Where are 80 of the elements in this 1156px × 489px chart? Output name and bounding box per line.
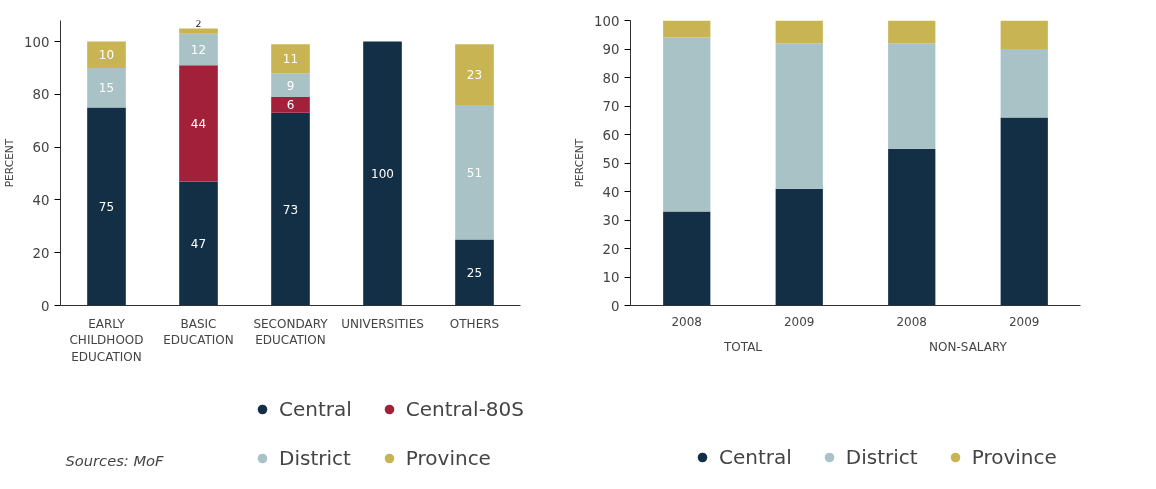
y-tick-label: 0: [611, 298, 620, 314]
y-tick-label: 30: [602, 213, 620, 228]
legend-label: Central: [279, 397, 352, 421]
y-tick-label: 90: [602, 42, 620, 57]
legend-label: Central: [719, 445, 792, 469]
data-label: 51: [466, 165, 483, 180]
y-tick-label: 70: [602, 99, 620, 114]
source-note: Sources: MoF: [65, 451, 164, 469]
x-tick-label: OTHERS: [449, 316, 500, 331]
bar: [455, 239, 494, 306]
bar: [179, 65, 218, 182]
x-tick-label: 2008: [896, 314, 928, 329]
bar: [179, 28, 218, 34]
bar: [663, 37, 711, 212]
y-tick-label: 60: [602, 127, 620, 143]
data-label: 75: [98, 200, 115, 215]
legend-label: District: [279, 446, 351, 470]
y-tick-label: 20: [602, 241, 620, 257]
bar: [87, 68, 126, 108]
bar: [888, 43, 936, 149]
bar: [888, 20, 936, 44]
y-tick-label: 80: [602, 70, 620, 86]
y-tick-label: 20: [32, 245, 50, 261]
y-axis-title: PERCENT: [573, 138, 587, 188]
x-tick-label: 2009: [783, 314, 815, 329]
bar: [271, 97, 310, 113]
data-label: 47: [190, 236, 207, 251]
y-tick-label: 100: [594, 13, 620, 29]
data-label: 11: [282, 52, 299, 67]
x-tick-label: SECONDARY EDUCATION: [253, 316, 329, 348]
data-label: 100: [371, 167, 394, 182]
data-label: 25: [466, 266, 483, 281]
bar: [271, 73, 310, 98]
bar: [888, 148, 936, 306]
data-label: 23: [466, 68, 483, 83]
bar: [775, 43, 823, 189]
x-tick-label: BASIC EDUCATION: [163, 316, 234, 348]
legend-label: Province: [405, 446, 491, 470]
bar: [271, 112, 310, 306]
data-label: 44: [190, 116, 207, 131]
bar: [455, 104, 494, 240]
bar: [1000, 117, 1048, 306]
x-tick-label: UNIVERSITIES: [341, 316, 424, 331]
legend-label: Province: [971, 445, 1057, 469]
bar: [455, 44, 494, 105]
text: NON-SALARY: [929, 339, 1008, 354]
y-tick-label: 100: [24, 34, 50, 50]
data-label: 10: [98, 48, 115, 63]
data-label: 12: [190, 43, 207, 58]
bar: [775, 20, 823, 44]
bar: [663, 211, 711, 306]
data-label: 9: [286, 78, 295, 93]
y-tick-label: 40: [602, 184, 620, 200]
data-label: 6: [286, 98, 295, 113]
legend-label: District: [845, 445, 918, 469]
bar: [271, 44, 310, 74]
y-tick-label: 60: [32, 140, 50, 156]
bar: [1000, 20, 1048, 49]
bar: [1000, 49, 1048, 118]
x-tick-label: 2009: [1008, 314, 1040, 329]
x-tick-label: EARLY CHILDHOOD EDUCATION: [69, 316, 144, 365]
bar: [179, 181, 218, 306]
y-tick-label: 50: [602, 156, 620, 171]
y-axis-title: PERCENT: [3, 138, 17, 188]
x-tick-label: 2008: [671, 314, 703, 329]
y-tick-label: 0: [41, 298, 50, 314]
y-tick-label: 80: [32, 87, 50, 103]
bar: [179, 33, 218, 66]
bar: [87, 107, 126, 306]
data-label: 2: [195, 18, 202, 30]
bar: [363, 41, 402, 306]
bar: [87, 41, 126, 68]
bar: [663, 20, 711, 38]
bar: [775, 188, 823, 306]
y-tick-label: 10: [602, 270, 620, 285]
y-tick-label: 40: [32, 192, 50, 208]
legend-label: Central-80S: [405, 397, 525, 421]
data-label: 15: [98, 81, 115, 96]
data-label: 73: [282, 202, 299, 217]
text: TOTAL: [722, 339, 763, 354]
